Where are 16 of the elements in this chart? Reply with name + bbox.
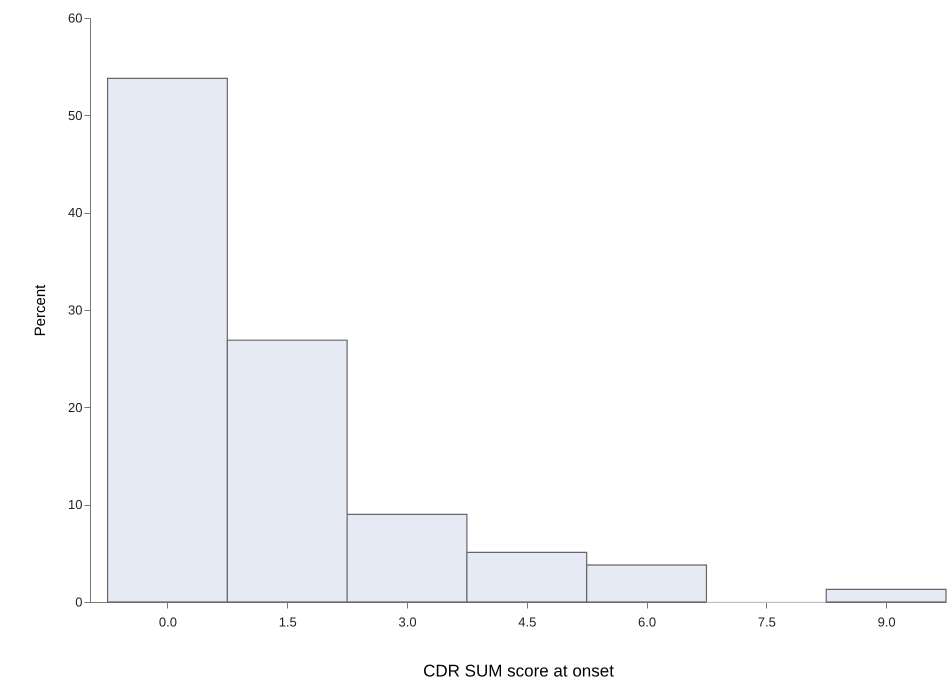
y-tick-label: 0 [75, 594, 82, 610]
x-tick-label: 0.0 [158, 614, 177, 630]
y-axis-title: Percent [32, 284, 50, 336]
x-tick-label: 9.0 [878, 614, 896, 630]
x-tick-label: 6.0 [638, 614, 656, 630]
y-tick-label: 50 [68, 108, 82, 123]
y-tick-label: 20 [68, 400, 82, 415]
x-tick-label: 1.5 [278, 614, 297, 630]
x-axis-title: CDR SUM score at onset [423, 662, 614, 680]
y-tick-label: 10 [68, 497, 82, 512]
x-tick-label: 4.5 [518, 614, 536, 630]
y-tick-label: 60 [68, 10, 82, 26]
y-tick-label: 40 [68, 205, 82, 220]
y-tick-label: 30 [68, 302, 82, 318]
x-tick-label: 3.0 [398, 614, 417, 630]
x-tick-label: 7.5 [758, 614, 776, 630]
